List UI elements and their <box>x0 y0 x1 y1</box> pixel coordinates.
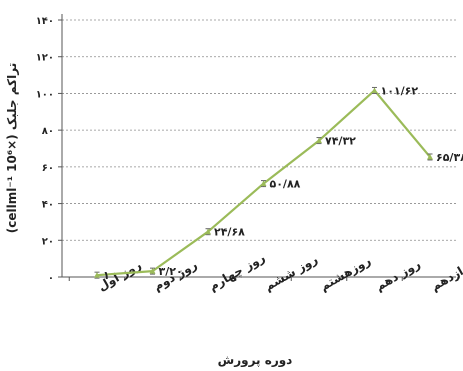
series-density <box>94 86 433 279</box>
data-labels: ۱ ۳/۲۰ ۲۴/۶۸ ۵۰/۸۸ ۷۴/۳۲ ۱۰۱/۶۲ ۶۵/۳۸ <box>103 84 463 282</box>
data-label: ۵۰/۸۸ <box>270 178 301 191</box>
y-tick-labels: ۰ ۲۰ ۴۰ ۶۰ ۸۰ ۱۰۰ ۱۲۰ ۱۴۰ <box>36 16 54 284</box>
data-point <box>316 137 322 144</box>
y-tick-label: ۱۰۰ <box>36 89 54 100</box>
y-tick-label: ۱۲۰ <box>36 53 54 64</box>
x-tick-label: روز ششم <box>262 252 321 294</box>
gridlines <box>62 19 456 241</box>
data-label: ۶۵/۳۸ <box>436 151 463 164</box>
y-tick-label: ۲۰ <box>42 236 54 247</box>
data-label: ۱ <box>103 269 110 282</box>
x-tick-label: روز چهارم <box>207 250 268 294</box>
data-label: ۲۴/۶۸ <box>214 226 245 239</box>
data-point <box>260 180 267 187</box>
x-tick-label: روز دوازدهم <box>429 244 463 294</box>
data-point <box>149 268 156 274</box>
data-label: ۱۰۱/۶۲ <box>381 84 419 97</box>
data-point <box>427 153 433 160</box>
data-label: ۳/۲۰ <box>159 265 183 278</box>
x-tick-label: روزهشتم <box>318 253 374 294</box>
y-tick-label: ۴۰ <box>42 200 54 211</box>
data-point <box>205 228 211 235</box>
y-tick-label: ۶۰ <box>42 163 54 174</box>
y-tick-label: ۸۰ <box>42 126 54 137</box>
data-point <box>94 272 100 278</box>
y-tick-label: ۱۴۰ <box>36 16 54 27</box>
data-point <box>371 87 378 93</box>
x-tick-label: روز دهم <box>373 257 423 295</box>
data-label: ۷۴/۳۲ <box>325 135 356 148</box>
x-axis-title: دوره پرورش <box>218 353 293 368</box>
y-axis-title: تراکم جلبک (×10⁶ cellml⁻¹) <box>5 63 19 233</box>
axes <box>58 14 459 281</box>
y-tick-label: ۰ <box>48 273 54 284</box>
